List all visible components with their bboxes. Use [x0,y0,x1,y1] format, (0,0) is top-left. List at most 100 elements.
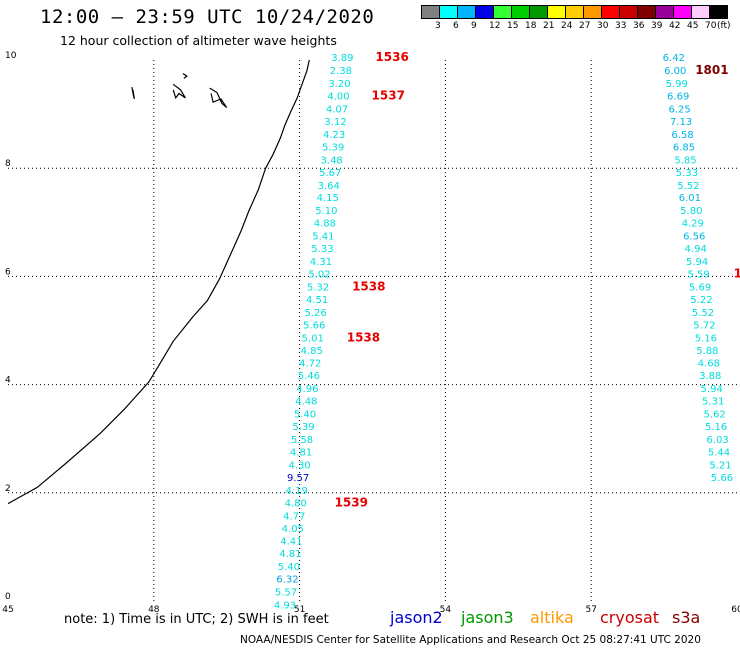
wave-height-label: 5.26 [305,308,327,319]
wave-height-label: 6.56 [683,232,705,243]
wave-height-label: 4.88 [314,219,336,230]
wave-height-label: 5.88 [696,346,718,357]
legend-label: 45 [687,21,699,31]
satellite-jason2: jason2 [390,608,443,627]
legend-label: 39 [651,21,663,31]
y-tick-label: 4 [5,376,11,386]
wave-height-label: 4.77 [283,511,305,522]
map-title: 12:00 – 23:59 UTC 10/24/2020 [40,6,375,28]
wave-height-label: 4.94 [685,244,707,255]
satellite-jason3: jason3 [461,608,514,627]
island [172,83,186,100]
wave-height-label: 5.99 [666,79,688,90]
wave-height-label: 4.15 [317,193,339,204]
legend-label: 18 [525,21,537,31]
wave-height-label: 4.72 [299,359,321,370]
wave-height-label: 5.94 [686,257,708,268]
wave-height-label: 4.96 [296,384,318,395]
wave-height-label: 3.48 [321,155,343,166]
wave-height-label: 4.19 [286,486,308,497]
time-label: 1536 [375,50,408,64]
satellite-cryosat: cryosat [600,608,660,627]
wave-height-label: 5.94 [701,384,723,395]
wave-height-label: 5.10 [315,206,337,217]
wave-height-label: 3.20 [328,79,350,90]
legend-swatch [709,5,728,19]
wave-height-label: 5.41 [312,232,334,243]
x-tick-label: 48 [148,605,160,615]
x-tick-label: 57 [585,605,596,615]
wave-height-label: 5.21 [709,460,731,471]
wave-height-label: 3.64 [318,181,340,192]
wave-height-label: 5.40 [278,562,300,573]
wave-height-label: 4.81 [279,549,301,560]
wave-height-label: 5.69 [689,282,711,293]
legend-label: 9 [471,21,477,31]
legend-label: 70 [705,21,717,31]
x-tick-label: 60 [731,605,740,615]
wave-height-label: 5.72 [693,320,715,331]
legend-label: 42 [669,21,681,31]
wave-height-label: 5.66 [711,473,733,484]
wave-height-label: 6.00 [664,66,686,77]
time-label: 1537 [372,88,405,102]
legend-label: 24 [561,21,573,31]
map-subtitle: 12 hour collection of altimeter wave hei… [60,33,337,48]
legend-label: 3 [435,21,441,31]
wave-height-label: 6.69 [667,91,689,102]
island [131,86,135,100]
wave-height-label: 5.80 [680,206,702,217]
legend-unit: (ft) [717,21,731,31]
wave-height-label: 4.41 [280,537,302,548]
wave-height-label: 4.29 [682,219,704,230]
legend-label: 30 [597,21,609,31]
wave-height-label: 4.23 [323,130,345,141]
wave-height-label: 4.00 [327,91,349,102]
wave-height-label: 5.44 [708,447,730,458]
wave-height-label: 4.05 [282,524,304,535]
wave-height-label: 5.85 [674,155,696,166]
wave-height-label: 5.01 [302,333,324,344]
y-tick-label: 6 [5,267,11,277]
y-tick-label: 2 [5,484,11,494]
x-tick-label: 45 [2,605,13,615]
wave-height-label: 5.16 [705,422,727,433]
wave-height-label: 6.01 [679,193,701,204]
wave-height-label: 5.39 [322,142,344,153]
wave-height-label: 5.62 [704,410,726,421]
wave-height-label: 6.58 [671,130,693,141]
x-tick-label: 54 [440,605,452,615]
footer-note: note: 1) Time is in UTC; 2) SWH is in fe… [64,612,329,627]
satellite-altika: altika [530,608,574,627]
wave-height-label: 6.32 [276,575,298,586]
x-tick-label: 51 [294,605,305,615]
time-label: 1801 [695,63,728,77]
wave-height-label: 4.85 [301,346,323,357]
wave-height-label: 5.32 [307,282,329,293]
wave-height-label: 5.57 [275,588,297,599]
wave-height-label: 4.07 [326,104,348,115]
wave-height-label: 5.22 [690,295,712,306]
time-label: 1538 [347,330,380,344]
wave-height-label: 6.85 [673,142,695,153]
wave-height-label: 5.59 [687,269,709,280]
y-tick-label: 8 [5,159,11,169]
wave-height-label: 4.51 [306,295,328,306]
island [182,73,188,79]
wave-height-label: 4.48 [295,397,317,408]
wave-height-label: 3.12 [324,117,346,128]
legend-label: 36 [633,21,645,31]
wave-height-label: 4.30 [288,460,310,471]
wave-height-label: 5.52 [692,308,714,319]
wave-height-label: 5.66 [303,320,325,331]
wave-height-label: 4.31 [310,257,332,268]
wave-height-label: 5.46 [298,371,320,382]
wave-height-label: 7.13 [670,117,692,128]
legend-label: 15 [507,21,519,31]
wave-height-label: 3.88 [699,371,721,382]
legend-label: 33 [615,21,627,31]
y-tick-label: 0 [5,592,11,602]
wave-height-label: 2.38 [330,66,352,77]
footer-credit: NOAA/NESDIS Center for Satellite Applica… [240,634,701,646]
